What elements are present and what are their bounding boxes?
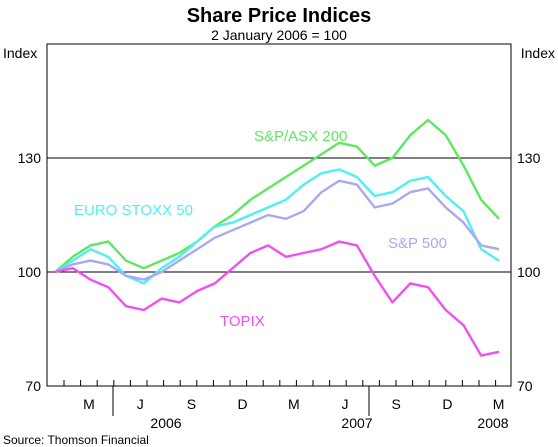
y-tick-label-left: 70 — [25, 378, 41, 394]
y-tick-label-right: 130 — [517, 150, 541, 166]
series-line-topix — [54, 240, 500, 357]
series-line-asx200 — [54, 118, 500, 273]
x-tick-label: S — [187, 396, 196, 412]
x-tick-label: J — [342, 396, 349, 412]
axis-ticks: M J S D M J S D M 2006 2007 2008 — [63, 380, 509, 431]
x-year-label: 2006 — [150, 415, 181, 431]
chart-subtitle: 2 January 2006 = 100 — [211, 27, 347, 43]
series-label-eurostoxx50: EURO STOXX 50 — [74, 202, 193, 219]
y-tick-label-left: 130 — [18, 150, 42, 166]
plot-frame — [46, 43, 512, 387]
x-tick-label: D — [238, 396, 248, 412]
series-line-sp500 — [54, 179, 500, 281]
x-tick-label: M — [493, 396, 505, 412]
x-tick-label: J — [137, 396, 144, 412]
series-label-asx200: S&P/ASX 200 — [254, 128, 347, 145]
y-tick-label-right: 70 — [517, 378, 533, 394]
series-line-eurostoxx50 — [54, 168, 500, 285]
chart-title: Share Price Indices — [187, 5, 372, 27]
series-label-sp500: S&P 500 — [388, 235, 447, 252]
source-note: Source: Thomson Financial — [3, 433, 149, 447]
series-lines — [54, 118, 500, 357]
gridlines: 70 70 100 100 130 130 — [18, 150, 541, 394]
x-year-label: 2007 — [341, 415, 372, 431]
x-year-label: 2008 — [477, 415, 508, 431]
x-tick-label: M — [83, 396, 95, 412]
y-axis-label-right: Index — [521, 45, 555, 61]
x-tick-label: M — [288, 396, 300, 412]
x-tick-label: S — [392, 396, 401, 412]
y-tick-label-right: 100 — [517, 264, 541, 280]
x-tick-label: D — [442, 396, 452, 412]
y-axis-label-left: Index — [3, 45, 37, 61]
series-label-topix: TOPIX — [220, 313, 265, 330]
y-tick-label-left: 100 — [18, 264, 42, 280]
